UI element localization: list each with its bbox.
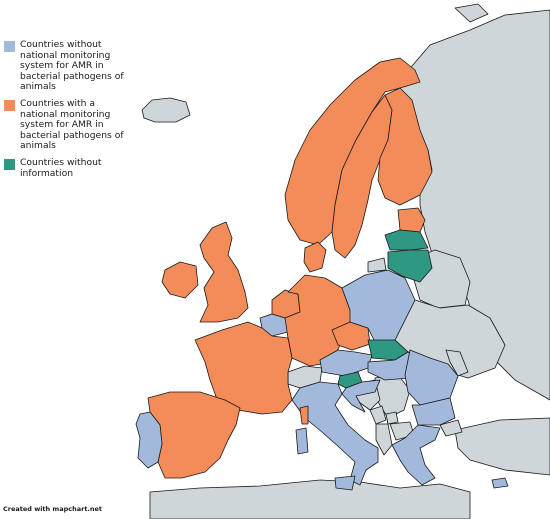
country-russia-kaliningrad: [367, 257, 387, 273]
legend-label: Countries with a national monitoring sys…: [20, 97, 124, 152]
country-russia-north: [454, 3, 489, 23]
legend-label: Countries without information: [20, 156, 102, 179]
legend-item-without-system: Countries without national monitoring sy…: [4, 39, 124, 93]
country-croatia: [341, 379, 381, 413]
country-finland: [377, 87, 433, 206]
country-spain: [147, 391, 241, 479]
country-poland: [341, 269, 416, 343]
country-italy: [291, 381, 379, 486]
map-credit: Created with mapchart.net: [3, 505, 103, 513]
country-lithuania: [387, 249, 433, 283]
country-denmark: [303, 241, 327, 273]
country-cyprus: [491, 477, 509, 489]
country-ireland: [161, 261, 199, 299]
legend-swatch: [4, 41, 15, 52]
country-turkey: [454, 417, 550, 476]
legend-label: Countries without national monitoring sy…: [20, 39, 124, 93]
legend-item-with-system: Countries with a national monitoring sys…: [4, 97, 124, 152]
country-italy-sardinia: [295, 427, 309, 455]
country-iceland: [141, 97, 191, 123]
country-norway: [284, 57, 421, 246]
country-montenegro: [369, 405, 387, 425]
country-portugal: [135, 411, 163, 469]
country-france: [194, 321, 293, 415]
country-united-kingdom: [199, 221, 249, 323]
country-kosovo: [385, 411, 399, 425]
country-moldova: [445, 349, 469, 377]
country-greece: [391, 424, 441, 486]
country-albania: [375, 423, 393, 456]
country-turkey-europe: [439, 419, 463, 437]
country-france-corsica: [299, 405, 309, 425]
country-estonia: [397, 207, 426, 233]
legend: Countries without national monitoring sy…: [4, 39, 124, 185]
legend-swatch: [4, 158, 15, 170]
country-north-africa: [149, 479, 471, 519]
country-sweden: [331, 94, 393, 259]
country-latvia: [384, 229, 429, 251]
legend-item-without-information: Countries without information: [4, 156, 124, 179]
country-italy-sicily: [334, 475, 356, 491]
legend-swatch: [4, 99, 15, 111]
